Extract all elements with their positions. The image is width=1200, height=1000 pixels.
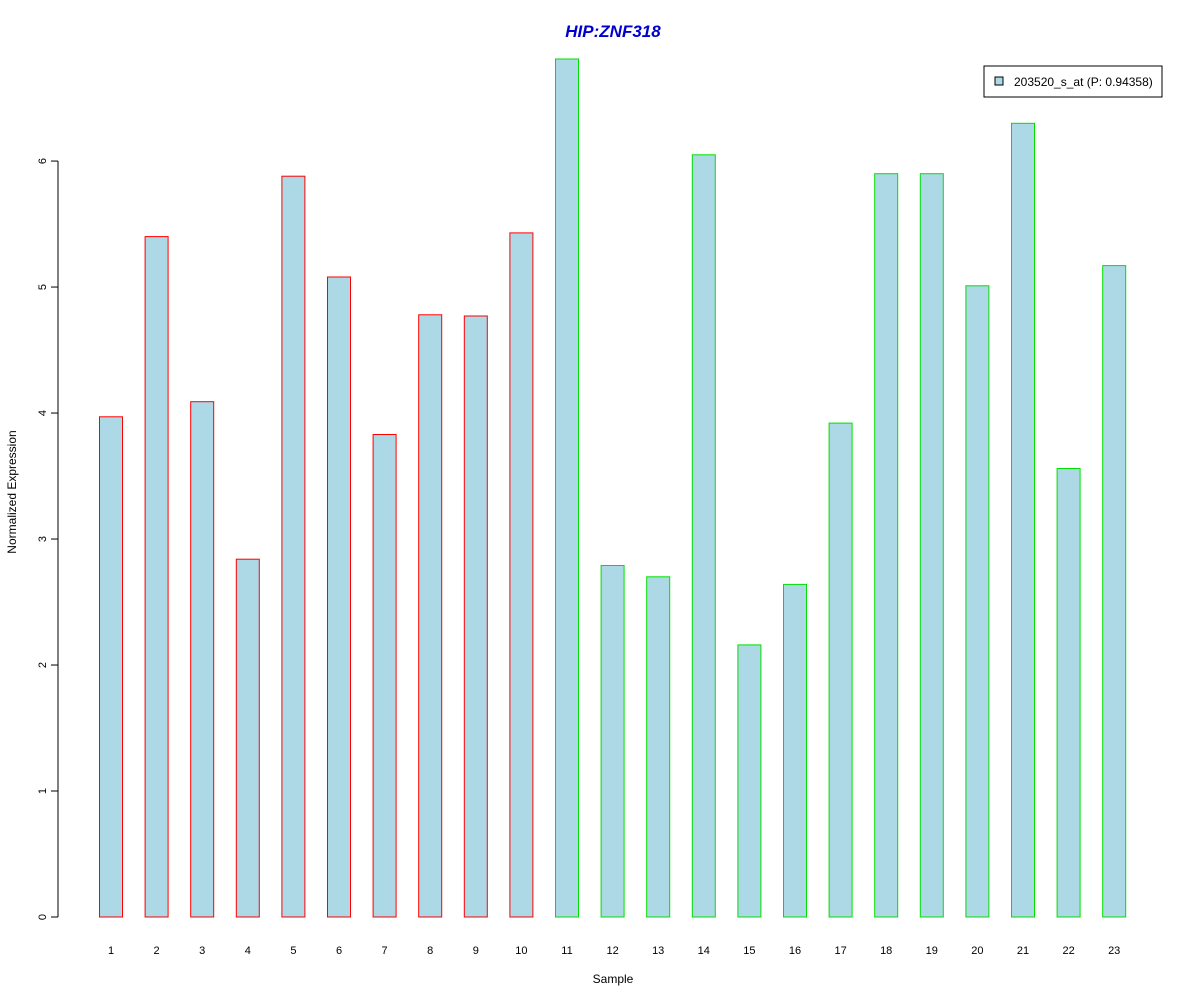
x-tick-label: 1: [108, 945, 114, 957]
bar-sample-3: [190, 401, 215, 918]
x-tick-label: 20: [971, 945, 983, 957]
x-tick-label: 8: [427, 945, 433, 957]
x-tick-label: 16: [789, 945, 801, 957]
x-tick-label: 11: [561, 945, 572, 957]
x-tick-label: 4: [245, 945, 251, 957]
x-tick-label: 7: [382, 945, 388, 957]
bar-sample-10: [509, 232, 534, 918]
bar-sample-4: [235, 558, 260, 918]
x-tick-label: 13: [652, 945, 664, 957]
y-axis-label: Normalized Expression: [5, 430, 19, 553]
bar-sample-19: [919, 173, 944, 918]
bar-sample-14: [691, 154, 716, 918]
y-tick-label: 4: [37, 410, 49, 416]
y-tick-label: 6: [37, 158, 49, 164]
bar-sample-12: [600, 565, 625, 918]
bar-sample-23: [1102, 265, 1127, 918]
x-tick-label: 12: [606, 945, 618, 957]
x-tick-label: 21: [1017, 945, 1029, 957]
legend-label: 203520_s_at (P: 0.94358): [1014, 75, 1153, 89]
chart-title: HIP:ZNF318: [565, 22, 661, 41]
bar-sample-15: [737, 644, 762, 918]
bar-sample-2: [144, 236, 169, 918]
bar-sample-16: [783, 583, 807, 918]
bar-sample-5: [281, 175, 306, 918]
x-tick-label: 19: [926, 945, 938, 957]
bar-sample-20: [965, 285, 990, 918]
x-tick-label: 9: [473, 945, 479, 957]
x-tick-label: 17: [834, 945, 846, 957]
bar-sample-6: [327, 276, 351, 918]
x-tick-label: 23: [1108, 945, 1120, 957]
y-tick-label: 5: [37, 284, 49, 290]
x-tick-label: 15: [743, 945, 755, 957]
x-axis-label: Sample: [593, 972, 634, 986]
bar-sample-13: [646, 576, 671, 918]
y-tick-label: 2: [37, 662, 49, 668]
x-tick-label: 6: [336, 945, 342, 957]
bar-sample-7: [372, 434, 397, 918]
x-tick-labels: 1 2 3 4 5 6 7 8 9 10 11 12 13 14 15 16 17 18 19 20 21 22 23: [108, 945, 1120, 957]
x-tick-label: 10: [515, 945, 527, 957]
bar-sample-1: [99, 416, 123, 918]
y-tick-label: 3: [37, 536, 49, 542]
x-tick-label: 14: [698, 945, 710, 957]
y-tick-label: 0: [37, 914, 49, 920]
x-tick-label: 22: [1062, 945, 1074, 957]
y-tick-label: 1: [37, 788, 49, 794]
bar-sample-22: [1056, 468, 1081, 918]
bar-sample-21: [1011, 122, 1035, 918]
legend: 203520_s_at (P: 0.94358): [983, 65, 1163, 98]
bar-sample-17: [828, 422, 853, 918]
bar-sample-9: [463, 315, 488, 918]
bar-sample-18: [874, 173, 899, 918]
bar-sample-11: [555, 58, 579, 918]
x-tick-label: 2: [154, 945, 160, 957]
legend-swatch: [994, 76, 1004, 86]
x-tick-label: 5: [290, 945, 296, 957]
x-tick-label: 18: [880, 945, 892, 957]
legend-box: [983, 65, 1163, 98]
bar-sample-8: [418, 314, 443, 918]
x-tick-label: 3: [199, 945, 205, 957]
y-axis: 0 1 2 3 4 5 6: [37, 158, 59, 920]
bars: [99, 58, 1127, 918]
